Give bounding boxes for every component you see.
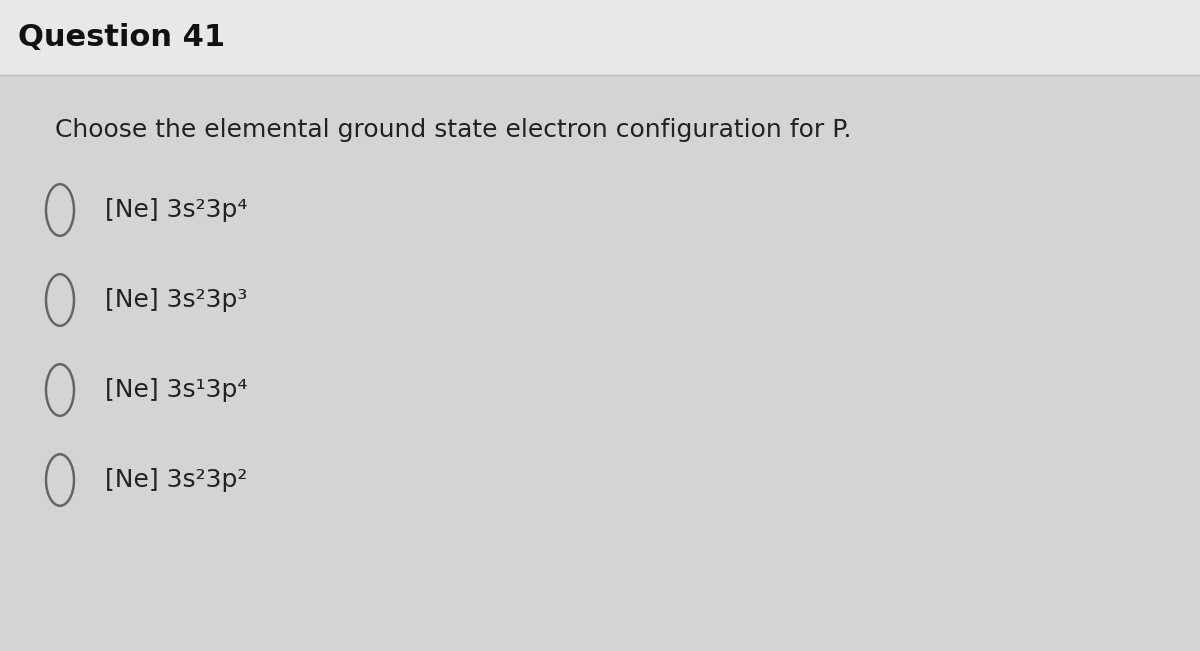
FancyBboxPatch shape [0, 0, 1200, 75]
Text: [Ne] 3s¹3p⁴: [Ne] 3s¹3p⁴ [106, 378, 247, 402]
Text: Choose the elemental ground state electron configuration for P.: Choose the elemental ground state electr… [55, 118, 852, 142]
Text: [Ne] 3s²3p³: [Ne] 3s²3p³ [106, 288, 247, 312]
Text: [Ne] 3s²3p²: [Ne] 3s²3p² [106, 468, 247, 492]
Text: [Ne] 3s²3p⁴: [Ne] 3s²3p⁴ [106, 198, 247, 222]
Text: Question 41: Question 41 [18, 23, 226, 53]
